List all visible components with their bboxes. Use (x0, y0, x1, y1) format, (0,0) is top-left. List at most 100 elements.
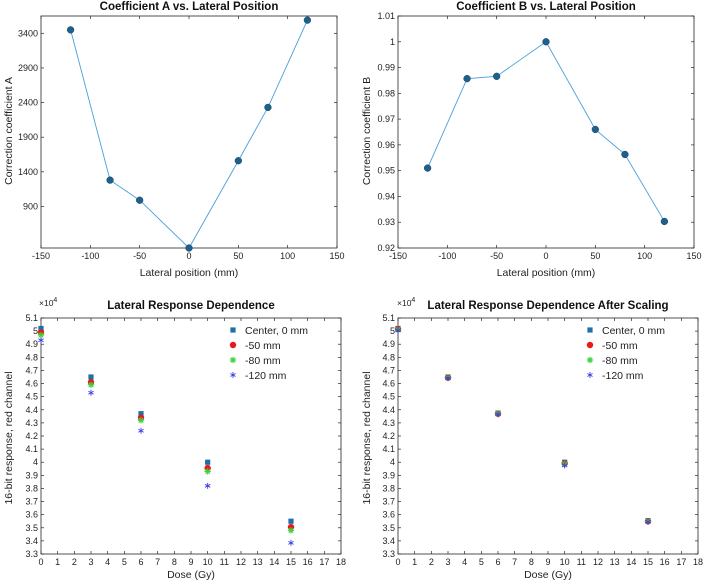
y-tick-label: 3.6 (382, 510, 395, 520)
y-axis-label: Correction coefficient A (3, 77, 15, 185)
data-point (264, 103, 272, 112)
data-point-asterisk (138, 427, 144, 434)
data-point-dot (586, 341, 594, 349)
x-tick-label: -150 (32, 251, 50, 261)
x-tick-label: 10 (203, 557, 213, 567)
data-point (542, 38, 550, 46)
data-point-dot (229, 341, 237, 349)
y-tick-label: 3400 (18, 28, 38, 38)
x-tick-label: 50 (590, 251, 600, 261)
x-tick-label: -50 (490, 251, 503, 261)
marker-stroke (138, 428, 144, 433)
data-point-star (287, 527, 295, 534)
x-tick-label: 11 (220, 557, 229, 567)
x-tick-label: 150 (686, 251, 701, 261)
y-tick-label: 4.6 (25, 379, 38, 389)
data-point-asterisk (561, 462, 568, 469)
plot-area (40, 15, 338, 249)
x-tick-label: 15 (643, 557, 653, 567)
chart-title: Lateral Response Dependence After Scalin… (427, 300, 668, 312)
x-tick-label: 8 (529, 557, 534, 567)
legend-entry: -80 mm (245, 355, 281, 367)
marker-stroke (445, 376, 451, 381)
chart-title: Coefficient A vs. Lateral Position (100, 1, 279, 13)
y-axis-exponent: ×104 (397, 297, 415, 308)
marker-stroke (38, 332, 44, 338)
x-tick-label: 1 (412, 557, 417, 567)
legend-entry: -120 mm (602, 370, 644, 382)
y-tick-label: 3.8 (382, 483, 395, 493)
y-tick-label: 1900 (18, 132, 38, 142)
x-tick-label: 0 (186, 251, 191, 261)
chart-title: Coefficient B vs. Lateral Position (456, 1, 636, 13)
marker-stroke (204, 468, 211, 475)
x-tick-label: 14 (626, 557, 636, 567)
y-tick-label: 4.7 (25, 365, 38, 375)
data-point-asterisk (38, 337, 44, 344)
data-point (493, 72, 501, 80)
x-tick-label: 7 (512, 557, 517, 567)
data-point-square (230, 327, 236, 333)
data-point-star (87, 381, 95, 389)
x-axis-label: Lateral position (mm) (140, 267, 239, 279)
x-tick-label: 4 (462, 557, 467, 567)
data-point-asterisk (204, 482, 211, 489)
y-tick-label: 3.3 (382, 549, 395, 559)
legend-entry: Center, 0 mm (602, 325, 665, 337)
x-axis-label: Dose (Gy) (524, 569, 572, 581)
marker-stroke (204, 483, 211, 488)
y-tick-label: 5.1 (382, 313, 395, 323)
y-tick-label: 4.1 (25, 444, 38, 454)
y-tick-label: 3.5 (25, 523, 38, 533)
y-tick-label: 1.01 (377, 11, 395, 21)
data-point-square (587, 327, 593, 333)
chart-coefficient-b: Coefficient B vs. Lateral Position Later… (361, 1, 702, 279)
x-tick-label: 6 (138, 557, 143, 567)
x-tick-label: 17 (319, 557, 329, 567)
y-tick-label: 3.3 (25, 549, 38, 559)
marker-stroke (88, 390, 94, 395)
x-tick-label: 15 (286, 557, 296, 567)
y-tick-label: 3.4 (382, 536, 395, 546)
data-point-square (205, 459, 211, 465)
y-tick-label: 3.9 (25, 470, 38, 480)
data-point (591, 125, 599, 134)
y-tick-label: 0.97 (377, 114, 395, 124)
chart-lateral-response-scaled: Lateral Response Dependence After Scalin… (361, 297, 703, 581)
y-tick-label: 4.8 (382, 352, 395, 362)
plot-area (40, 317, 342, 555)
data-point-asterisk (230, 372, 236, 378)
data-point-asterisk (495, 411, 501, 418)
data-point (136, 196, 144, 204)
x-tick-label: 9 (545, 557, 550, 567)
x-tick-label: 3 (88, 557, 93, 567)
series-line (70, 19, 308, 249)
x-tick-label: -50 (133, 251, 146, 261)
legend-entry: -50 mm (245, 340, 281, 352)
data-point-asterisk (288, 539, 294, 546)
y-tick-label: 4 (33, 457, 38, 467)
x-tick-label: 18 (336, 557, 346, 567)
chart-coefficient-a: Coefficient A vs. Lateral Position Later… (3, 1, 345, 279)
legend-entry: -50 mm (602, 340, 638, 352)
x-tick-label: 8 (172, 557, 177, 567)
y-tick-label: 3.7 (382, 497, 395, 507)
x-tick-label: 0 (395, 557, 400, 567)
x-tick-label: 6 (495, 557, 500, 567)
x-tick-label: 0 (38, 557, 43, 567)
y-tick-label: 5.1 (25, 313, 38, 323)
y-tick-label: 4.5 (25, 392, 38, 402)
x-tick-label: 5 (122, 557, 127, 567)
y-tick-label: 1 (390, 37, 395, 47)
y-tick-label: 5 (390, 326, 395, 336)
marker-stroke (395, 328, 401, 333)
x-tick-label: 4 (105, 557, 110, 567)
y-tick-label: 4.2 (382, 431, 395, 441)
marker-stroke (288, 540, 294, 545)
marker-stroke (230, 373, 236, 377)
chart-title: Lateral Response Dependence (107, 300, 274, 312)
data-point-square (138, 411, 144, 417)
data-point-star (37, 331, 45, 339)
y-tick-label: 4.2 (25, 431, 38, 441)
data-point (106, 176, 114, 184)
